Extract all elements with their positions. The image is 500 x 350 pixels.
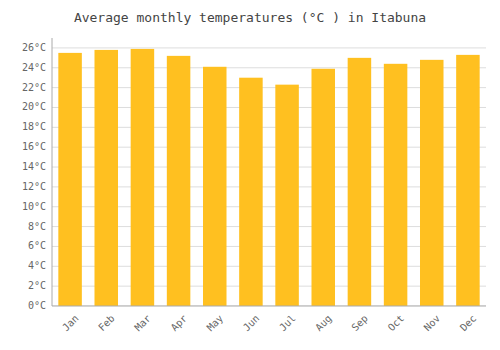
x-tick-label: Nov (422, 313, 443, 334)
grid-line (52, 47, 486, 48)
x-tick-labels: Jan Feb Mar Apr May Jun Jul Aug Sep Oct Nov Dec (60, 313, 478, 334)
x-tick-label: Oct (386, 313, 407, 334)
x-tick-label: Sep (349, 313, 370, 334)
y-tick-label: 4°C (28, 260, 46, 271)
y-tick-label: 6°C (28, 240, 46, 251)
grid (52, 48, 486, 306)
bar (203, 67, 227, 306)
x-tick-label: Aug (313, 313, 334, 334)
x-tick-label: Apr (169, 313, 190, 334)
bar (275, 85, 299, 306)
bar (94, 50, 118, 306)
y-axis-line (52, 38, 53, 306)
chart-container: Average monthly temperatures (°C ) in It… (0, 0, 500, 350)
bar (348, 58, 372, 306)
y-tick-label: 2°C (28, 280, 46, 291)
x-tick-label: May (205, 313, 226, 334)
y-tick-label: 0°C (28, 300, 46, 311)
y-tick-label: 18°C (22, 121, 46, 132)
bar (167, 56, 191, 306)
bar (420, 60, 444, 306)
x-tick-label: Jan (60, 313, 81, 334)
x-axis-line (52, 306, 486, 307)
y-tick-labels: 0°C 2°C 4°C 6°C 8°C 10°C 12°C 14°C 16°C 18°C 20°C 2… (22, 42, 46, 311)
y-tick-label: 10°C (22, 201, 46, 212)
bar (384, 64, 408, 306)
y-tick-label: 16°C (22, 141, 46, 152)
bar (456, 55, 480, 306)
grid-line (52, 306, 486, 307)
y-tick-label: 20°C (22, 101, 46, 112)
bar (239, 78, 263, 306)
x-tick-label: Jul (277, 313, 298, 334)
y-tick-label: 8°C (28, 221, 46, 232)
y-tick-label: 24°C (22, 62, 46, 73)
title: Average monthly temperatures (°C ) in It… (74, 10, 426, 25)
bar (58, 53, 82, 306)
bars (58, 49, 479, 306)
bar (131, 49, 155, 306)
x-tick-label: Feb (96, 313, 117, 334)
x-tick-label: Dec (458, 313, 479, 334)
chart-svg: Average monthly temperatures (°C ) in It… (0, 0, 500, 350)
y-tick-label: 12°C (22, 181, 46, 192)
y-tick-label: 26°C (22, 42, 46, 53)
y-tick-label: 22°C (22, 82, 46, 93)
x-tick-label: Mar (132, 313, 153, 334)
y-tick-label: 14°C (22, 161, 46, 172)
x-tick-label: Jun (241, 313, 262, 334)
bar (311, 69, 335, 306)
